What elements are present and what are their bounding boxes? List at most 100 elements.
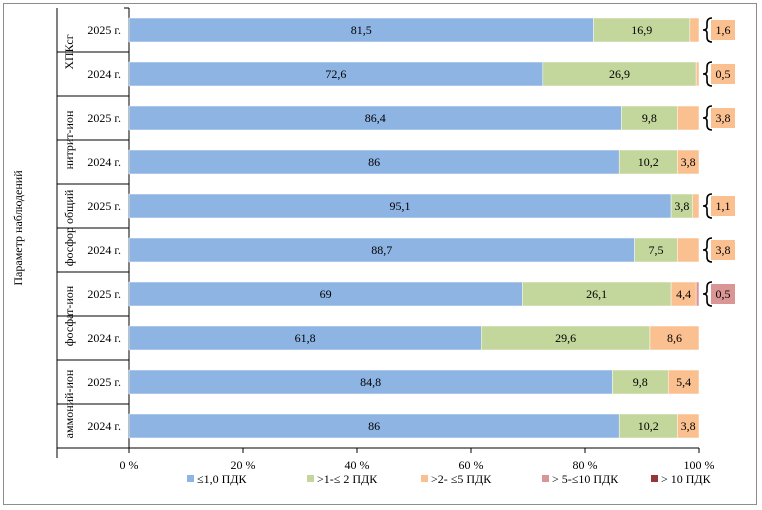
category-label: 2024 г. [87, 67, 121, 81]
bar-segment [677, 105, 700, 131]
brace-icon [702, 105, 713, 131]
brace-icon [702, 193, 713, 219]
x-tick-label: 80 % [573, 458, 598, 472]
legend-swatch [651, 475, 658, 482]
brace-icon [702, 61, 713, 87]
bar-segment [618, 413, 678, 439]
data-label: 86 [368, 155, 380, 169]
outside-label: 1,6 [716, 23, 731, 37]
legend-label: > 5-≤10 ПДК [552, 472, 619, 486]
category-label: 2025 г. [87, 287, 121, 301]
bar-segment [128, 61, 544, 87]
data-label: 9,8 [642, 111, 657, 125]
stacked-bar-chart: 0 % 20 % 40 % 60 % 80 % 100 % Параметр наблюде… [11, 7, 735, 486]
bar-segment [677, 149, 700, 175]
legend-label: >2- ≤5 ПДК [431, 472, 492, 486]
bar-segment [677, 413, 700, 439]
legend-label: ≤1,0 ПДК [197, 472, 247, 486]
data-label: 16,9 [631, 23, 652, 37]
y-axis-title: Параметр наблюдений [11, 170, 25, 286]
category-label: 2025 г. [87, 111, 121, 125]
chart-frame: 0 % 20 % 40 % 60 % 80 % 100 % Параметр наблюде… [3, 3, 757, 505]
bar-segment [692, 193, 700, 219]
bar-segment [542, 61, 697, 87]
legend-swatch [421, 475, 428, 482]
bar-segment [128, 369, 613, 395]
bar-segment [649, 325, 700, 351]
data-label: 3,8 [674, 199, 689, 213]
data-label: 10,2 [638, 155, 659, 169]
data-label: 4,4 [676, 287, 691, 301]
data-label: 61,8 [295, 331, 316, 345]
legend-swatch [187, 475, 194, 482]
category-label: 2025 г. [87, 23, 121, 37]
outside-label: 0,5 [716, 67, 731, 81]
category-label: 2024 г. [87, 155, 121, 169]
bar-segment [677, 237, 700, 263]
data-label: 95,1 [390, 199, 411, 213]
bar-segment [128, 237, 635, 263]
group-label: ХПКсг [62, 34, 76, 69]
x-tick-label: 100 % [684, 458, 715, 472]
bar-segment [128, 325, 482, 351]
outside-label: 3,8 [716, 243, 731, 257]
category-label: 2024 г. [87, 419, 121, 433]
data-label: 84,8 [360, 375, 381, 389]
data-label: 88,7 [371, 243, 392, 257]
data-label: 29,6 [555, 331, 576, 345]
x-tick-label: 0 % [120, 458, 139, 472]
data-label: 26,1 [586, 287, 607, 301]
legend-swatch [542, 475, 549, 482]
data-label: 26,9 [609, 67, 630, 81]
data-label: 86 [368, 419, 380, 433]
data-label: 69 [320, 287, 332, 301]
outside-label-box [711, 108, 735, 128]
data-label: 9,8 [633, 375, 648, 389]
data-label: 8,6 [667, 331, 682, 345]
bar-segment [128, 281, 523, 307]
data-label: 81,5 [351, 23, 372, 37]
outside-label: 1,1 [716, 199, 731, 213]
bar-segment [128, 105, 622, 131]
group-label: нитрит-ион [62, 110, 76, 169]
data-label: 10,2 [638, 419, 659, 433]
group-label: аммоний-ион [62, 369, 76, 438]
bar-segment [612, 369, 669, 395]
brace-icon [702, 17, 713, 43]
data-label: 72,6 [325, 67, 346, 81]
data-label: 3,8 [681, 155, 696, 169]
bar-segment [128, 193, 672, 219]
category-label: 2025 г. [87, 199, 121, 213]
category-label: 2024 г. [87, 331, 121, 345]
x-tick-label: 60 % [459, 458, 484, 472]
outside-label: 3,8 [716, 111, 731, 125]
group-label: фосфат-ион [62, 285, 76, 346]
outside-label: 0,5 [716, 287, 731, 301]
bar-segment [695, 281, 700, 307]
category-label: 2024 г. [87, 243, 121, 257]
legend-swatch [307, 475, 314, 482]
outside-label-box [711, 196, 735, 216]
outside-label-box [711, 64, 735, 84]
category-label: 2025 г. [87, 375, 121, 389]
bar-segment [621, 105, 678, 131]
outside-label-box [711, 284, 735, 304]
data-label: 7,5 [648, 243, 663, 257]
data-label: 3,8 [681, 419, 696, 433]
bar-segment [667, 369, 700, 395]
bar-segment [128, 413, 620, 439]
x-tick-label: 40 % [345, 458, 370, 472]
legend-label: >1-≤ 2 ПДК [317, 472, 378, 486]
bar-segment [618, 149, 678, 175]
data-label: 86,4 [365, 111, 386, 125]
group-label: фосфор общий [62, 189, 76, 266]
brace-icon [702, 237, 713, 263]
data-label: 5,4 [676, 375, 691, 389]
bar-segment [695, 61, 700, 87]
x-tick-label: 20 % [231, 458, 256, 472]
bar-segment [634, 237, 678, 263]
brace-icon [702, 281, 713, 307]
legend-label: > 10 ПДК [661, 472, 712, 486]
bar-segment [670, 281, 697, 307]
bar-segment [522, 281, 672, 307]
